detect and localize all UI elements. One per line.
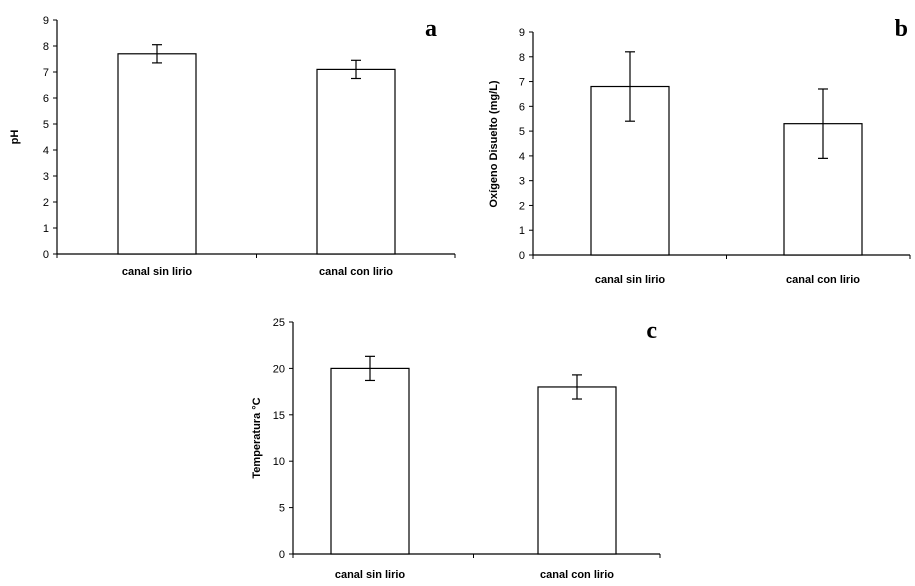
- chart-1-bar: [316, 68, 396, 255]
- chart-3-bar: [330, 367, 410, 555]
- chart-3-y-axis-label: Temperatura °C: [251, 397, 263, 478]
- chart-1-category-label: canal con lirio: [319, 266, 393, 278]
- chart-1-y-tick-label: 8: [43, 41, 49, 53]
- chart-3-y-tick-label: 0: [279, 549, 285, 561]
- chart-2-category-label: canal con lirio: [786, 274, 860, 286]
- chart-3-y-tick-label: 10: [273, 456, 285, 468]
- chart-1-y-tick-label: 3: [43, 171, 49, 183]
- chart-2-y-tick-label: 7: [519, 77, 525, 89]
- chart-2-y-axis-label: Oxígeno Disuelto (mg/L): [488, 80, 500, 207]
- chart-1-bar: [117, 53, 197, 255]
- chart-2-y-tick-label: 5: [519, 126, 525, 138]
- chart-1-y-tick-label: 2: [43, 197, 49, 209]
- chart-1-y-tick-label: 0: [43, 249, 49, 261]
- chart-2-y-tick-label: 2: [519, 200, 525, 212]
- chart-3-panel-label: c: [646, 318, 657, 344]
- chart-3-y-tick-label: 15: [273, 410, 285, 422]
- chart-2-y-tick-label: 4: [519, 151, 525, 163]
- chart-2-y-tick-label: 6: [519, 101, 525, 113]
- chart-2-category-label: canal sin lirio: [595, 274, 666, 286]
- chart-2-panel-label: b: [895, 16, 908, 42]
- chart-2-y-tick-label: 9: [519, 27, 525, 39]
- chart-1-panel-label: a: [425, 16, 437, 42]
- chart-2-y-tick-label: 3: [519, 176, 525, 188]
- chart-3-bar: [537, 386, 617, 555]
- chart-3-category-label: canal sin lirio: [335, 569, 406, 581]
- chart-1-y-tick-label: 7: [43, 67, 49, 79]
- chart-2-y-tick-label: 8: [519, 52, 525, 64]
- chart-2-y-tick-label: 1: [519, 225, 525, 237]
- chart-3-y-tick-label: 20: [273, 363, 285, 375]
- chart-2-y-tick-label: 0: [519, 250, 525, 262]
- chart-1-y-tick-label: 9: [43, 15, 49, 27]
- chart-1-y-tick-label: 1: [43, 223, 49, 235]
- chart-3-category-label: canal con lirio: [540, 569, 614, 581]
- chart-1-y-tick-label: 6: [43, 93, 49, 105]
- chart-3-y-tick-label: 5: [279, 503, 285, 515]
- chart-1-y-tick-label: 5: [43, 119, 49, 131]
- chart-1-y-axis-label: pH: [9, 130, 21, 145]
- chart-3-y-tick-label: 25: [273, 317, 285, 329]
- chart-1-category-label: canal sin lirio: [122, 266, 193, 278]
- chart-1-y-tick-label: 4: [43, 145, 49, 157]
